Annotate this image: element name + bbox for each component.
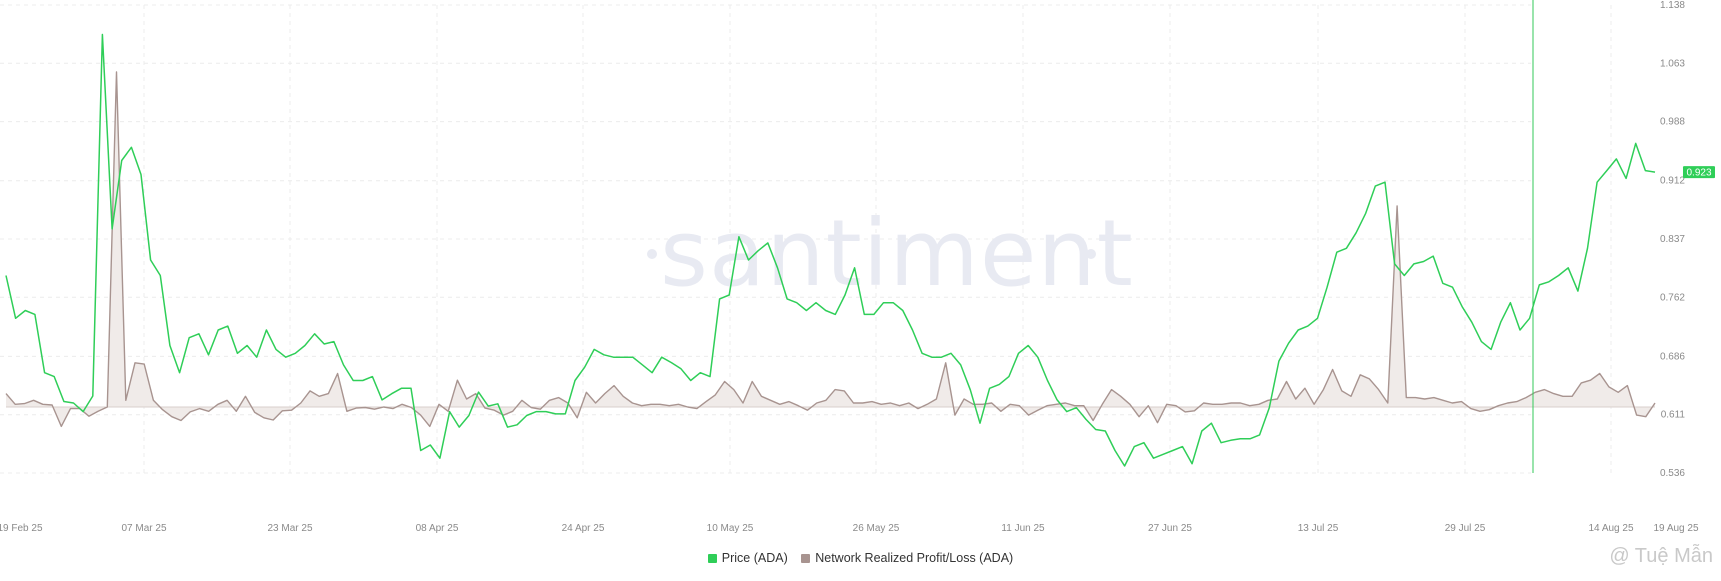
y-tick-label: 1.063 [1660, 58, 1685, 69]
legend-swatch-nrpl [801, 553, 811, 563]
y-tick-label: 0.762 [1660, 292, 1685, 303]
price-line [5, 33, 1656, 467]
current-price-label: 0.923 [1686, 168, 1711, 179]
legend-label-price: Price (ADA) [721, 551, 788, 565]
watermark-dot-right [1086, 249, 1096, 259]
current-price-tag [1683, 166, 1715, 179]
watermark-dot-left [647, 249, 657, 259]
grid-lines [0, 4, 1612, 474]
y-tick-label: 0.536 [1660, 468, 1685, 479]
y-tick-label: 0.837 [1660, 234, 1685, 245]
x-tick-label: 19 Feb 25 [0, 523, 43, 534]
legend-swatch-price [707, 553, 717, 563]
x-tick-label: 14 Aug 25 [1588, 523, 1633, 534]
x-tick-label: 11 Jun 25 [1001, 523, 1045, 534]
axis-layer: 19 Feb 25 07 Mar 25 23 Mar 25 08 Apr 25 24 A… [0, 0, 1715, 534]
nrpl-line [5, 71, 1656, 428]
watermark: santiment [660, 200, 1134, 307]
x-tick-label: 13 Jul 25 [1298, 523, 1339, 534]
x-tick-label: 27 Jun 25 [1148, 523, 1192, 534]
legend-label-nrpl: Network Realized Profit/Loss (ADA) [815, 551, 1014, 565]
legend-item-price[interactable]: Price (ADA) [707, 551, 788, 565]
y-tick-label: 0.988 [1660, 117, 1685, 128]
y-tick-label: 0.686 [1660, 351, 1685, 362]
y-tick-label: 0.611 [1661, 410, 1686, 421]
x-tick-label: 26 May 25 [853, 523, 900, 534]
y-tick-label: 1.138 [1660, 0, 1685, 11]
legend: Price (ADA) Network Realized Profit/Loss… [0, 551, 1721, 566]
x-tick-label: 10 May 25 [707, 523, 754, 534]
x-tick-label: 23 Mar 25 [267, 523, 312, 534]
author-credit: @ Tuệ Mẫn [1609, 545, 1713, 567]
x-tick-label: 24 Apr 25 [562, 523, 605, 534]
legend-item-nrpl[interactable]: Network Realized Profit/Loss (ADA) [801, 551, 1013, 565]
series-layer [5, 33, 1656, 467]
x-tick-label: 08 Apr 25 [416, 523, 459, 534]
x-tick-label: 07 Mar 25 [121, 523, 166, 534]
y-tick-label: 0.912 [1660, 176, 1685, 187]
x-tick-label: 29 Jul 25 [1445, 523, 1486, 534]
x-tick-label: 19 Aug 25 [1653, 523, 1698, 534]
